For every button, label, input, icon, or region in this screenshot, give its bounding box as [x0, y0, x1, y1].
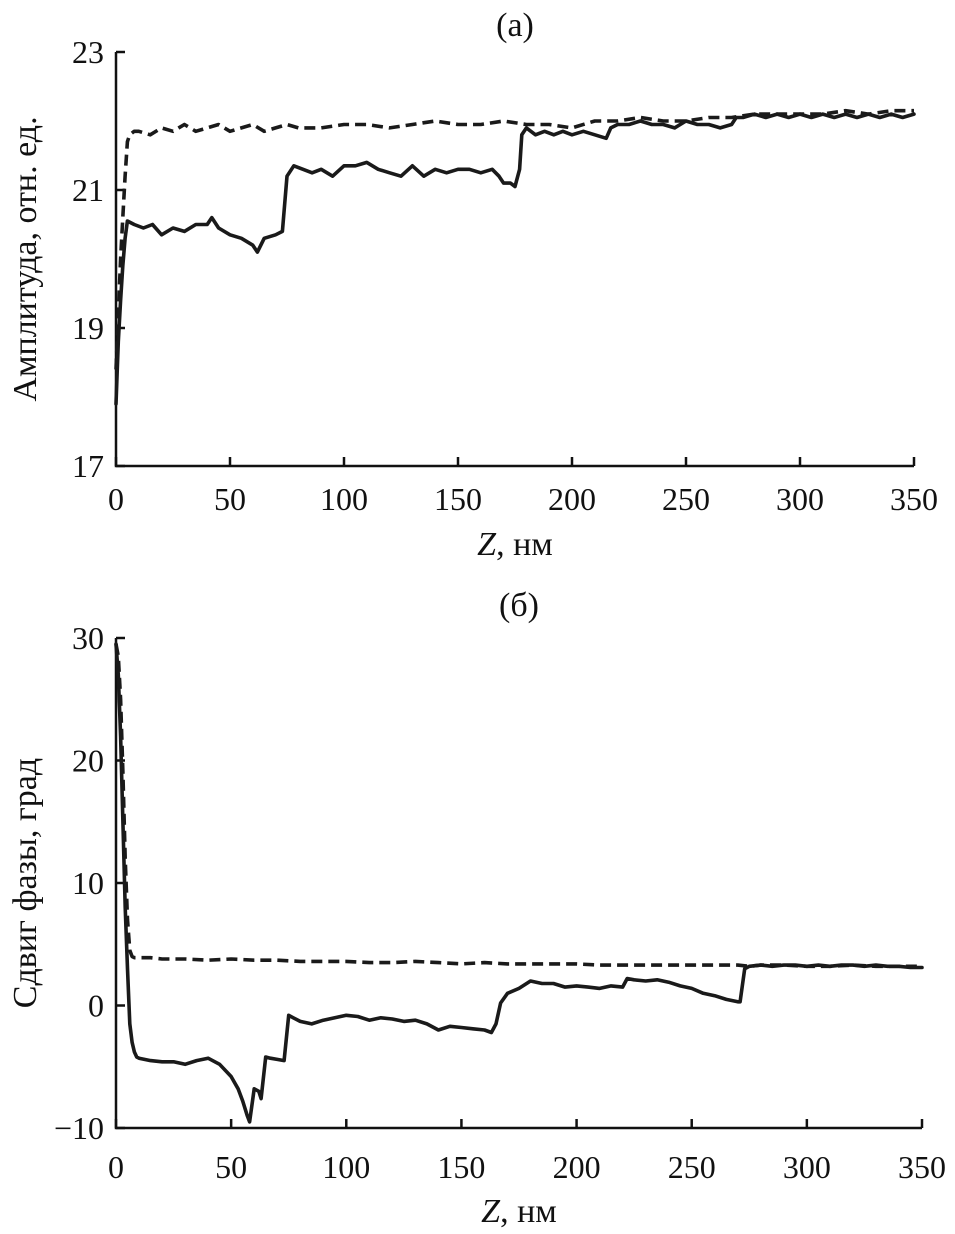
x-tick-label: 0	[108, 481, 124, 517]
x-tick-label: 200	[553, 1149, 601, 1185]
x-tick-label: 150	[437, 1149, 485, 1185]
x-tick-label: 50	[214, 481, 246, 517]
axis-lines	[114, 638, 922, 1130]
dashed-series-line	[114, 643, 922, 969]
x-axis-label: Z, нм	[477, 526, 553, 563]
x-tick-label: 250	[662, 481, 710, 517]
y-tick-label: 30	[72, 620, 104, 656]
y-axis-label: Амплитуда, отн. ед.	[7, 116, 44, 401]
y-tick-label: 23	[72, 34, 104, 70]
panel-a-chart: (a) 0 50 100 150 200 250 300 350 17 19 21 23 Z, нм Амп…	[7, 7, 938, 563]
x-tick-label: 300	[783, 1149, 831, 1185]
x-axis-label-unit: , нм	[500, 1193, 557, 1230]
x-tick-label: 200	[548, 481, 596, 517]
panel-title: (б)	[499, 587, 539, 624]
x-tick-label: 0	[108, 1149, 124, 1185]
y-tick-label: 20	[72, 743, 104, 779]
y-tick-label: 10	[72, 865, 104, 901]
x-tick-label: 100	[320, 481, 368, 517]
x-tick-label: 150	[434, 481, 482, 517]
dashed-series-line	[114, 108, 914, 370]
x-tick-label: 350	[890, 481, 938, 517]
solid-series-line	[114, 642, 924, 1124]
y-tick-label: −10	[54, 1110, 104, 1146]
x-tick-label: 250	[668, 1149, 716, 1185]
x-tick-label: 300	[776, 481, 824, 517]
y-axis-label: Сдвиг фазы, град	[7, 758, 44, 1008]
x-axis-label-unit: , нм	[496, 526, 553, 563]
y-tick-label: 0	[88, 988, 104, 1024]
x-axis-label: Z, нм	[481, 1193, 557, 1230]
x-axis-label-variable: Z	[481, 1193, 501, 1230]
x-tick-label: 50	[215, 1149, 247, 1185]
panel-title: (a)	[496, 7, 534, 44]
y-tick-label: 19	[72, 310, 104, 346]
y-tick-label: 17	[72, 448, 104, 484]
solid-series-line	[114, 112, 916, 406]
x-tick-label: 350	[898, 1149, 946, 1185]
y-tick-label: 21	[72, 172, 104, 208]
x-tick-label: 100	[322, 1149, 370, 1185]
x-axis-label-variable: Z	[477, 526, 497, 563]
